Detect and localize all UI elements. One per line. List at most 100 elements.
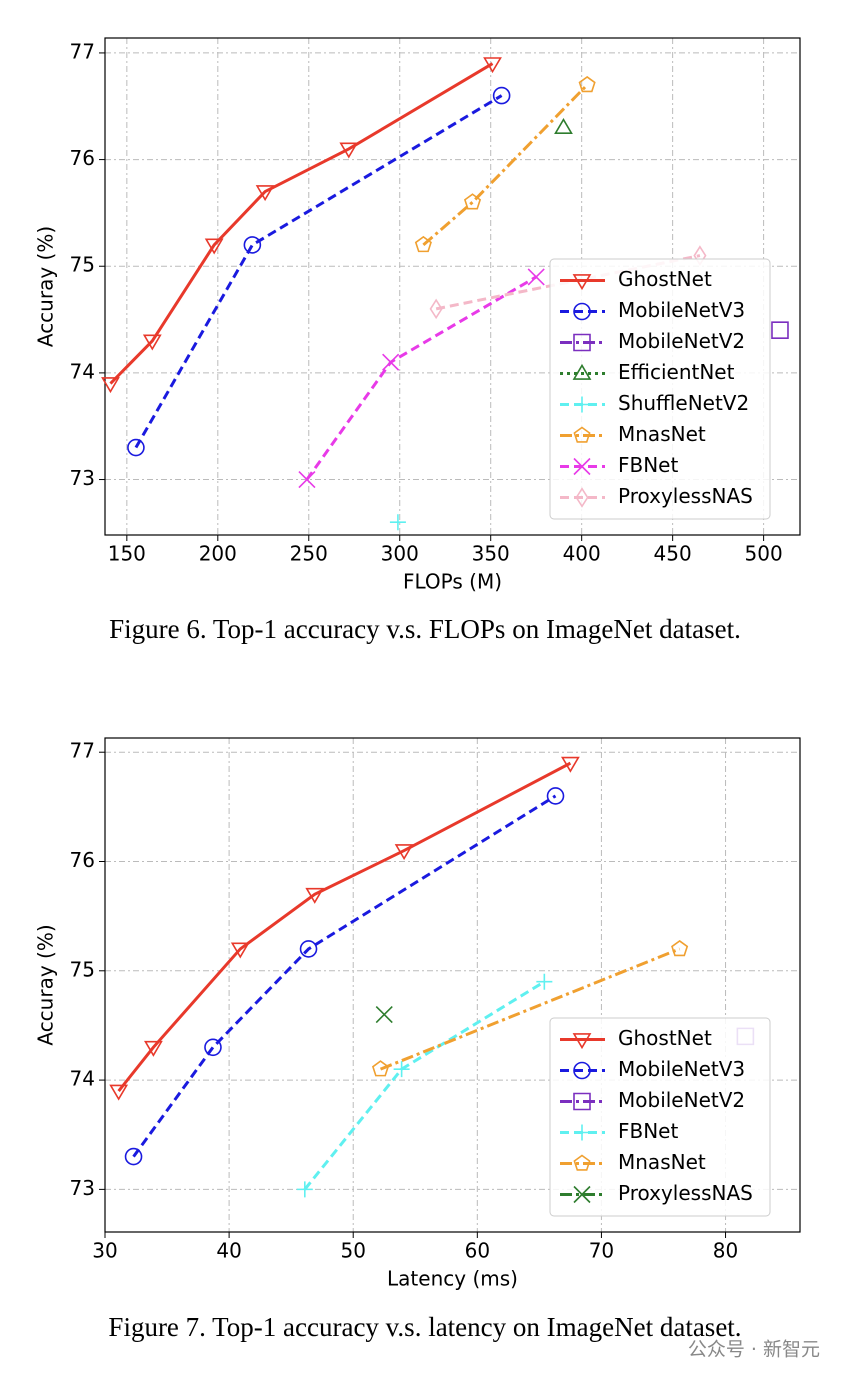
marker	[573, 1185, 591, 1204]
watermark: 公众号 · 新智元	[688, 1339, 820, 1361]
series-line	[109, 62, 494, 385]
marker	[573, 302, 591, 321]
marker	[573, 426, 591, 443]
marker	[573, 457, 591, 476]
legend-label: MnasNet	[618, 1150, 706, 1174]
marker	[492, 86, 511, 105]
series-line	[117, 761, 572, 1092]
marker	[109, 1084, 129, 1101]
legend-label: ProxylessNAS	[618, 484, 753, 508]
marker	[561, 756, 580, 773]
x-tick-label: 30	[92, 1239, 117, 1263]
marker	[573, 1061, 591, 1080]
marker	[389, 514, 406, 531]
x-tick-label: 80	[713, 1239, 738, 1263]
y-tick-label: 76	[70, 146, 95, 170]
x-tick-label: 300	[381, 542, 419, 566]
legend-label: MobileNetV3	[618, 1057, 745, 1081]
marker	[572, 1033, 592, 1050]
marker	[127, 438, 145, 457]
legend-box	[549, 258, 771, 520]
marker	[574, 396, 590, 413]
marker	[243, 236, 262, 254]
x-tick-label: 450	[654, 542, 692, 566]
marker	[671, 939, 689, 957]
y-tick-label: 75	[70, 253, 95, 277]
y-axis-label: Accuray (%)	[34, 924, 58, 1045]
marker	[414, 235, 432, 253]
x-tick-label: 500	[745, 542, 783, 566]
legend-label: EfficientNet	[618, 360, 735, 384]
series-line	[379, 947, 681, 1071]
x-tick-label: 200	[199, 542, 237, 566]
marker	[299, 940, 318, 958]
y-tick-label: 73	[70, 1176, 95, 1200]
marker	[572, 363, 592, 380]
x-axis-label: Latency (ms)	[387, 1267, 518, 1291]
y-tick-label: 74	[70, 1067, 95, 1091]
legend-label: MnasNet	[618, 422, 706, 446]
marker	[394, 844, 414, 861]
marker	[574, 1124, 590, 1141]
marker	[339, 142, 359, 159]
series-line	[134, 94, 503, 449]
y-tick-label: 73	[70, 466, 95, 490]
marker	[101, 377, 120, 394]
marker	[255, 185, 275, 202]
marker	[572, 274, 592, 291]
y-axis-label: Accuray (%)	[34, 226, 58, 347]
marker	[463, 193, 482, 210]
series-line	[132, 794, 557, 1158]
plot-frame	[104, 737, 801, 1233]
marker	[527, 268, 545, 286]
marker	[573, 1092, 591, 1111]
x-tick-label: 150	[108, 542, 146, 566]
x-tick-label: 70	[589, 1239, 614, 1263]
marker	[298, 470, 316, 489]
marker	[382, 353, 400, 371]
marker	[305, 887, 325, 904]
y-tick-label: 75	[70, 957, 95, 981]
x-tick-label: 50	[340, 1239, 365, 1263]
series-line	[305, 275, 537, 481]
legend-label: MobileNetV3	[618, 298, 745, 322]
y-tick-label: 74	[70, 359, 95, 383]
series-line	[422, 83, 589, 247]
marker	[144, 1040, 163, 1057]
y-tick-label: 77	[70, 739, 95, 763]
x-tick-label: 60	[465, 1239, 490, 1263]
marker	[429, 298, 443, 320]
caption: Figure 6. Top-1 accuracy v.s. FLOPs on I…	[109, 614, 741, 644]
marker	[375, 1005, 393, 1024]
y-tick-label: 77	[70, 39, 95, 63]
legend-label: GhostNet	[618, 1026, 712, 1050]
marker	[771, 321, 789, 340]
x-tick-label: 40	[216, 1239, 241, 1263]
marker	[124, 1147, 143, 1166]
marker	[296, 1181, 313, 1198]
legend-label: FBNet	[618, 1119, 678, 1143]
marker	[371, 1060, 390, 1077]
marker	[393, 1061, 410, 1078]
marker	[546, 787, 565, 805]
marker	[536, 973, 553, 990]
x-tick-label: 350	[472, 542, 510, 566]
y-tick-label: 76	[70, 848, 95, 872]
legend-label: MobileNetV2	[618, 329, 745, 353]
x-tick-label: 250	[290, 542, 328, 566]
marker	[230, 942, 250, 959]
legend-label: ProxylessNAS	[618, 1181, 753, 1205]
legend-label: ShuffleNetV2	[618, 391, 749, 415]
legend-label: GhostNet	[618, 267, 712, 291]
caption: Figure 7. Top-1 accuracy v.s. latency on…	[108, 1312, 741, 1342]
marker	[142, 334, 162, 351]
x-axis-label: FLOPs (M)	[403, 570, 502, 594]
marker	[554, 118, 573, 134]
marker	[573, 1154, 591, 1171]
marker	[575, 487, 589, 508]
legend-label: FBNet	[618, 453, 678, 477]
marker	[573, 333, 591, 352]
plot-frame	[104, 37, 801, 536]
legend-box	[549, 1017, 771, 1217]
